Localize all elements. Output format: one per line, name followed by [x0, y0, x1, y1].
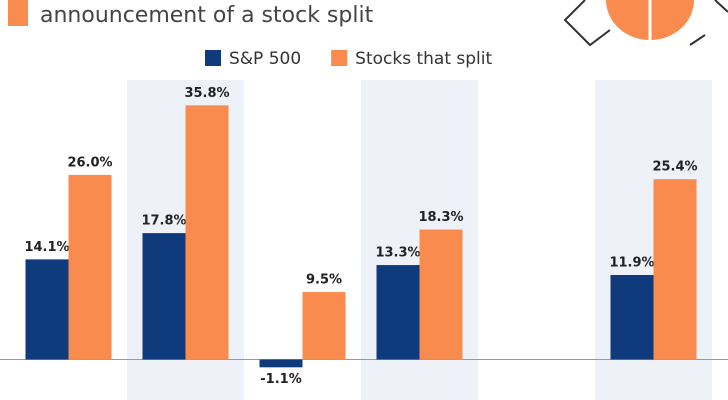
bar — [653, 179, 697, 360]
chart-title: announcement of a stock split — [40, 3, 374, 28]
legend-label: Stocks that split — [355, 49, 492, 69]
title-marker — [8, 0, 28, 26]
value-label: 13.3% — [375, 246, 420, 261]
value-label: 25.4% — [652, 160, 697, 175]
bar — [610, 275, 654, 360]
value-label: 35.8% — [184, 86, 229, 101]
bar — [259, 359, 303, 368]
legend-swatch — [331, 50, 348, 66]
bar — [302, 292, 346, 360]
icon — [563, 0, 728, 47]
value-label: 14.1% — [24, 240, 69, 255]
legend-label: S&P 500 — [229, 49, 301, 69]
value-label: 26.0% — [67, 155, 112, 170]
value-label: 9.5% — [306, 273, 342, 288]
bar — [185, 105, 229, 360]
value-label: 18.3% — [418, 210, 463, 225]
bar — [376, 265, 420, 360]
bar — [419, 229, 463, 360]
bar — [68, 174, 112, 360]
value-label: 11.9% — [609, 256, 654, 271]
legend-swatch — [205, 50, 221, 66]
value-label: -1.1% — [260, 372, 301, 387]
bar — [25, 259, 69, 360]
bar — [142, 233, 186, 360]
value-label: 17.8% — [141, 214, 186, 229]
